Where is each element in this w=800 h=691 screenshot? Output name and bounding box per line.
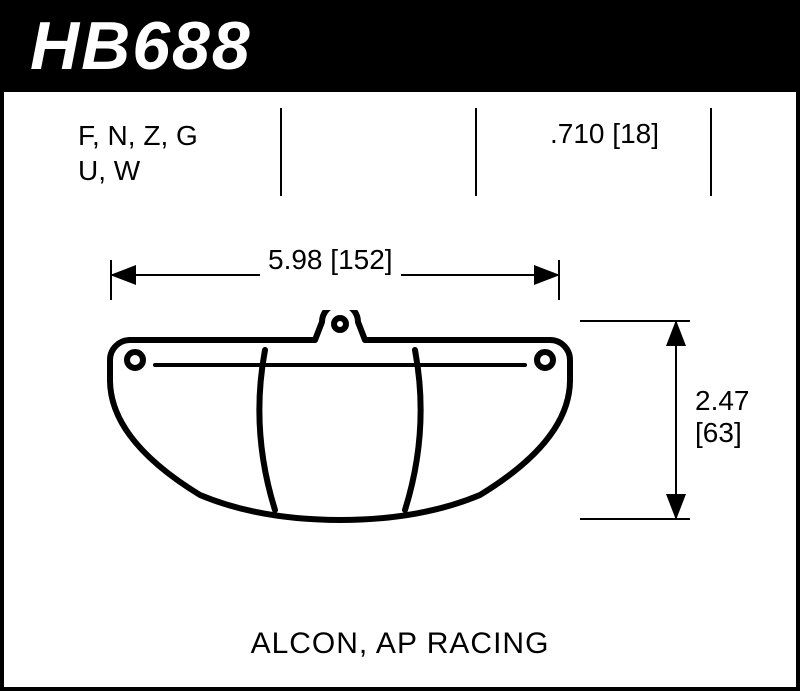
part-number: HB688 — [30, 7, 252, 85]
divider-line-1 — [280, 108, 282, 196]
thickness-mm-open: [ — [612, 118, 620, 149]
divider-line-3 — [710, 108, 712, 196]
height-dimension: 2.47 [63] — [580, 320, 780, 530]
thickness-value: .710 [18] — [550, 118, 659, 150]
thickness-in: .710 — [550, 118, 605, 149]
width-label: 5.98 [152] — [260, 244, 401, 276]
width-dimension: 5.98 [152] — [110, 250, 560, 300]
height-label: 2.47 [63] — [695, 385, 750, 449]
height-arrow-line — [675, 320, 677, 520]
compound-codes-line2: U, W — [78, 153, 198, 188]
height-mm: 63 — [703, 417, 734, 448]
arrow-left-icon — [110, 265, 136, 285]
compound-codes: F, N, Z, G U, W — [78, 118, 198, 188]
divider-line-2 — [475, 108, 477, 196]
compound-codes-line1: F, N, Z, G — [78, 118, 198, 153]
arrow-up-icon — [666, 320, 686, 346]
application-label: ALCON, AP RACING — [0, 627, 800, 661]
header-bar: HB688 — [0, 0, 800, 92]
width-in: 5.98 — [268, 244, 323, 275]
arrow-down-icon — [666, 494, 686, 520]
arrow-right-icon — [534, 265, 560, 285]
height-in: 2.47 — [695, 385, 750, 416]
thickness-mm: 18 — [620, 118, 651, 149]
info-row: F, N, Z, G U, W .710 [18] — [0, 108, 800, 208]
brake-pad-drawing — [100, 310, 580, 530]
width-mm: 152 — [338, 244, 385, 275]
thickness-mm-close: ] — [651, 118, 659, 149]
